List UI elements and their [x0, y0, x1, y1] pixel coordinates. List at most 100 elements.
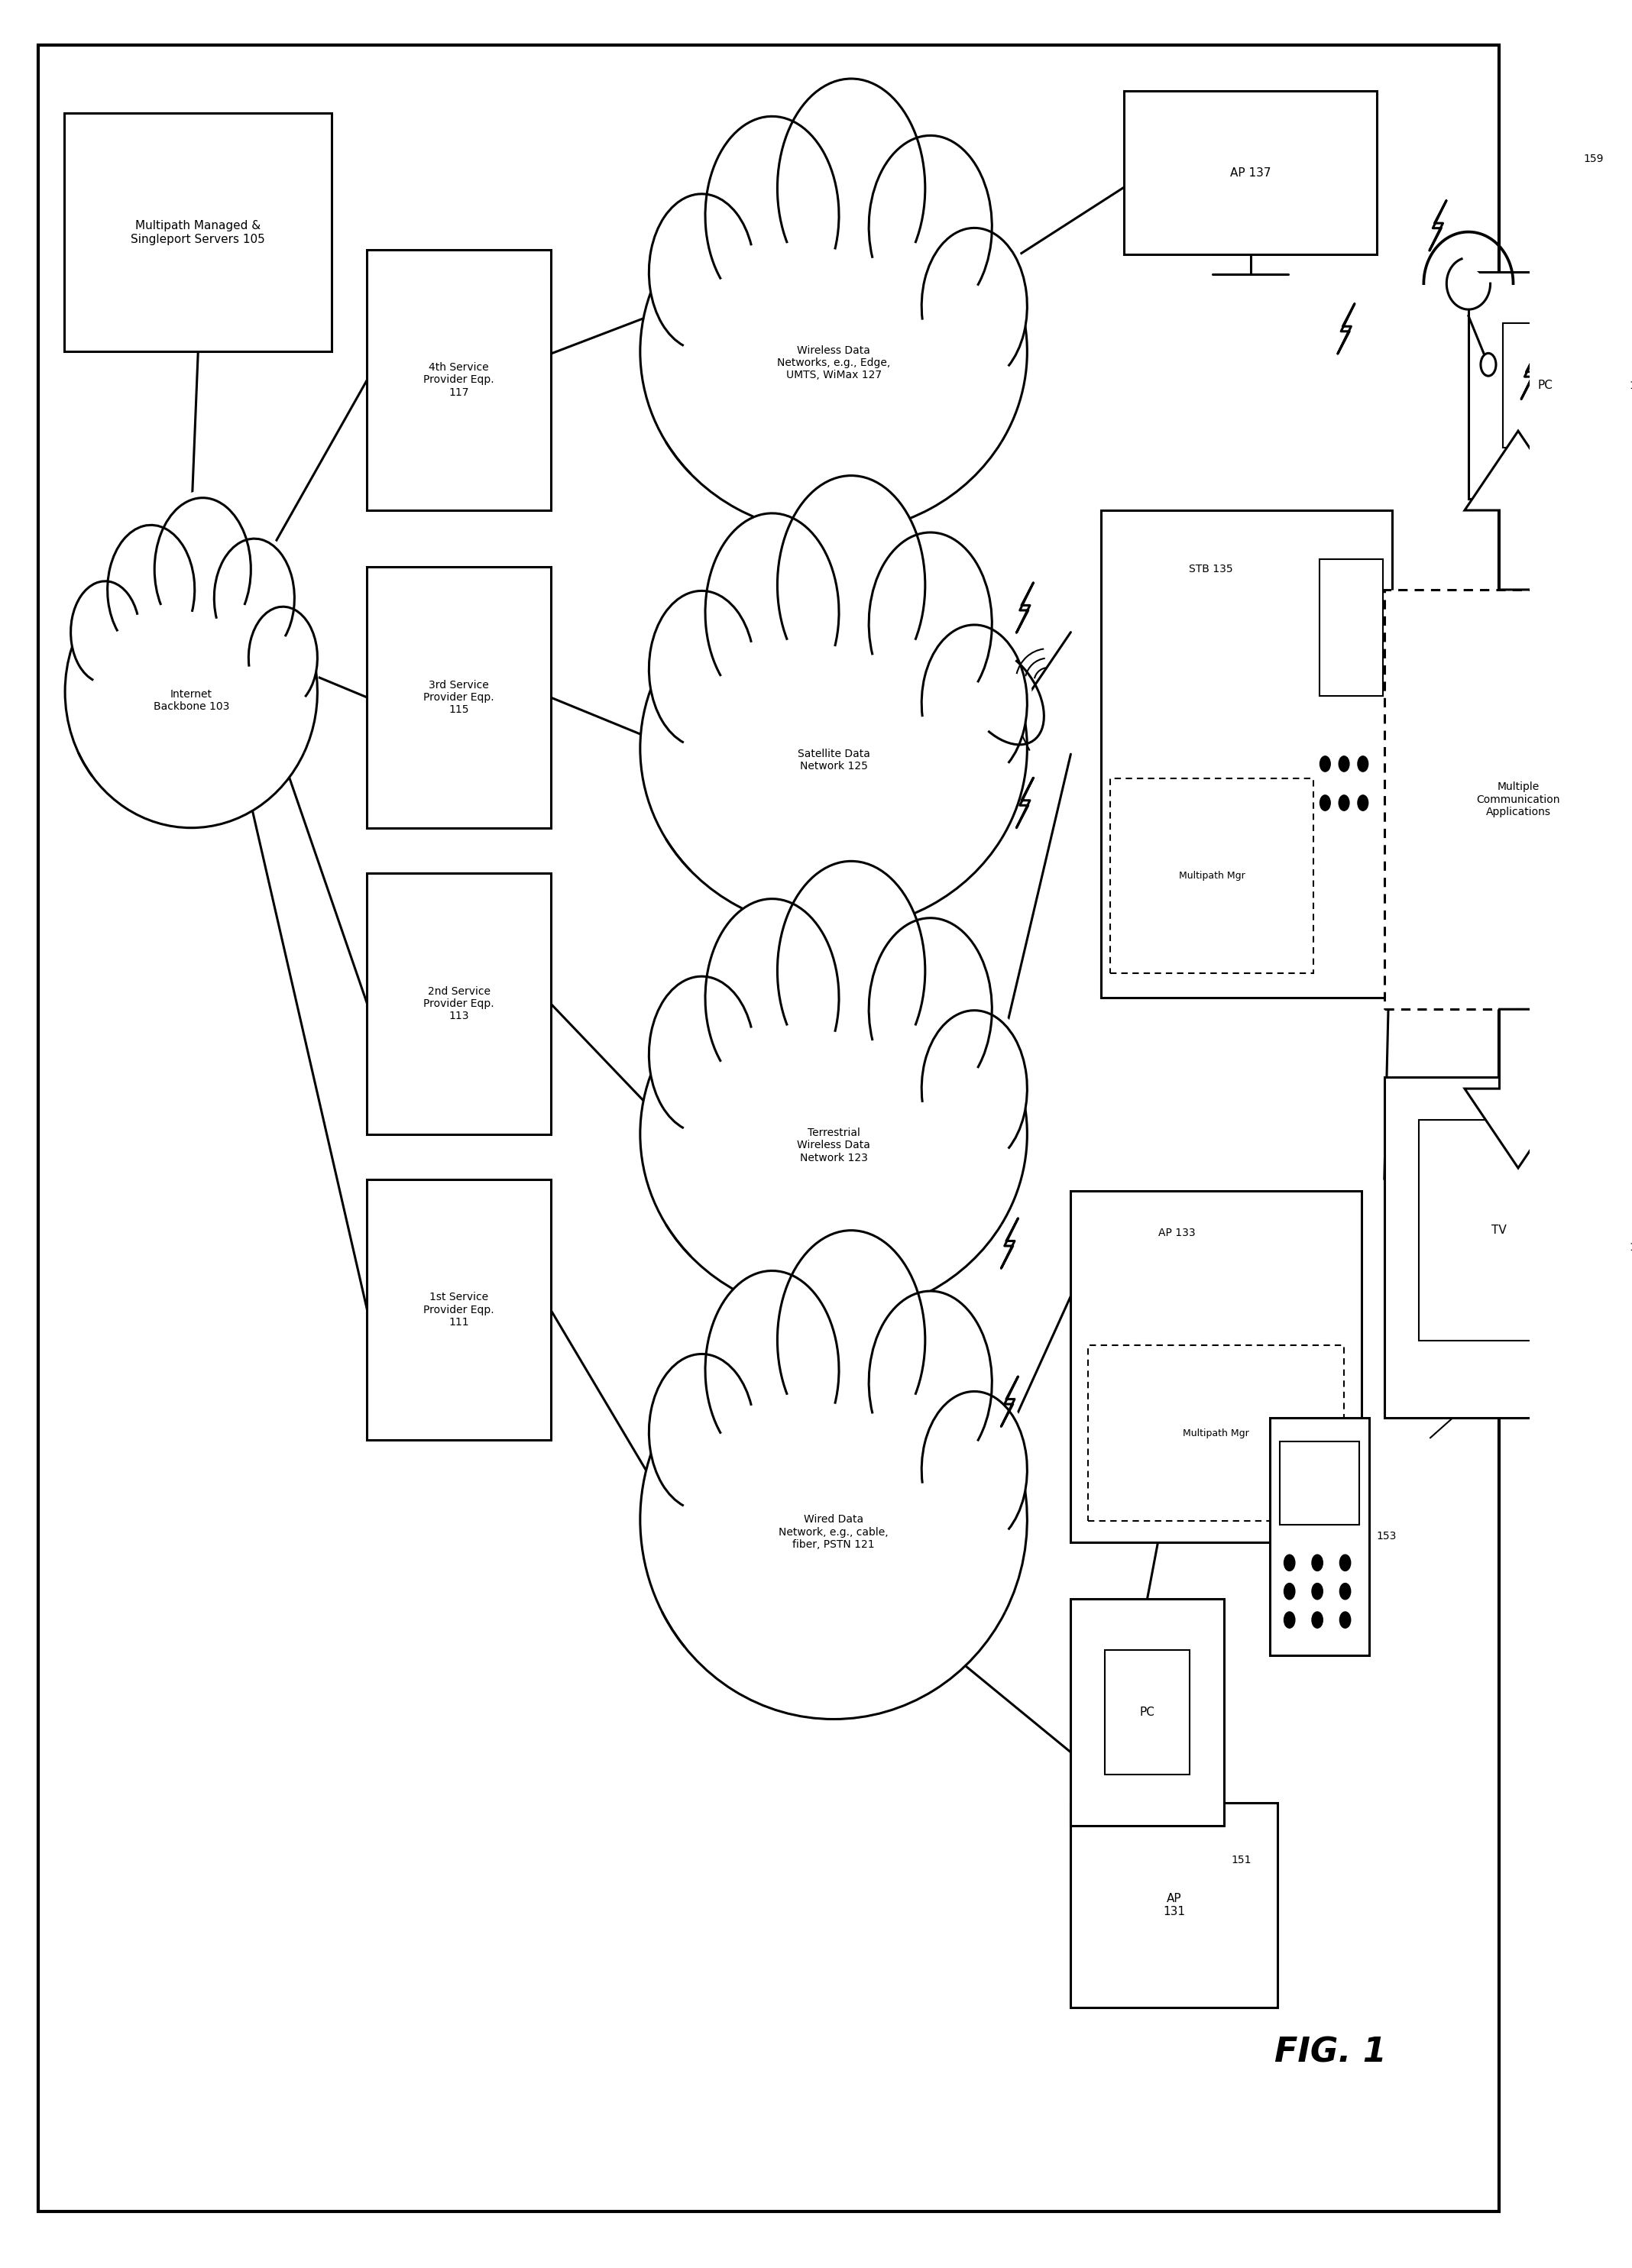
- Ellipse shape: [150, 490, 256, 649]
- Circle shape: [1320, 755, 1330, 771]
- Polygon shape: [1446, 259, 1490, 308]
- Ellipse shape: [922, 229, 1027, 383]
- Text: PC: PC: [1537, 379, 1552, 392]
- Circle shape: [1320, 796, 1330, 810]
- Text: Satellite Data
Network 125: Satellite Data Network 125: [798, 748, 870, 771]
- Text: Multipath Mgr: Multipath Mgr: [1178, 871, 1245, 880]
- Bar: [64, 113, 331, 352]
- Circle shape: [1340, 1554, 1351, 1572]
- Ellipse shape: [108, 526, 194, 655]
- Ellipse shape: [705, 116, 839, 315]
- Text: 2nd Service
Provider Eqp.
113: 2nd Service Provider Eqp. 113: [424, 987, 494, 1021]
- Ellipse shape: [770, 850, 932, 1091]
- Ellipse shape: [777, 79, 925, 297]
- Text: Multipath Managed &
Singleport Servers 105: Multipath Managed & Singleport Servers 1…: [131, 220, 266, 245]
- Text: STB 135: STB 135: [1188, 562, 1232, 574]
- Ellipse shape: [214, 538, 294, 658]
- Polygon shape: [1536, 259, 1580, 308]
- Ellipse shape: [863, 524, 999, 723]
- Ellipse shape: [698, 889, 845, 1107]
- Ellipse shape: [698, 1261, 845, 1479]
- Bar: [1105, 1651, 1190, 1774]
- Ellipse shape: [640, 170, 1027, 533]
- Ellipse shape: [916, 220, 1033, 392]
- Ellipse shape: [640, 567, 1027, 930]
- Ellipse shape: [211, 533, 299, 665]
- Text: Multipath Mgr: Multipath Mgr: [1183, 1429, 1248, 1438]
- Bar: [1384, 590, 1632, 1009]
- Ellipse shape: [640, 1320, 1027, 1719]
- Text: 159: 159: [1583, 154, 1603, 163]
- Text: TV: TV: [1492, 1225, 1506, 1236]
- Text: AP
131: AP 131: [1164, 1894, 1185, 1916]
- Bar: [1102, 510, 1392, 998]
- Text: 153: 153: [1377, 1531, 1397, 1542]
- Bar: [367, 873, 550, 1134]
- Bar: [1270, 1418, 1369, 1656]
- Text: Internet
Backbone 103: Internet Backbone 103: [153, 689, 228, 712]
- Circle shape: [1358, 796, 1368, 810]
- Circle shape: [1284, 1613, 1294, 1628]
- Text: AP 133: AP 133: [1159, 1227, 1195, 1238]
- Bar: [1071, 1803, 1278, 2007]
- Ellipse shape: [650, 590, 754, 746]
- Bar: [1124, 91, 1377, 254]
- Bar: [367, 567, 550, 828]
- Text: 155: 155: [1629, 1243, 1632, 1252]
- Circle shape: [1284, 1554, 1294, 1572]
- Ellipse shape: [650, 1354, 754, 1510]
- Text: Wireless Data
Networks, e.g., Edge,
UMTS, WiMax 127: Wireless Data Networks, e.g., Edge, UMTS…: [777, 345, 891, 381]
- Circle shape: [1358, 755, 1368, 771]
- Text: 3rd Service
Provider Eqp.
115: 3rd Service Provider Eqp. 115: [424, 680, 494, 714]
- Ellipse shape: [705, 1270, 839, 1470]
- Ellipse shape: [916, 1002, 1033, 1175]
- Ellipse shape: [777, 862, 925, 1080]
- Ellipse shape: [922, 624, 1027, 780]
- Ellipse shape: [643, 968, 761, 1141]
- Circle shape: [1284, 1583, 1294, 1599]
- Ellipse shape: [863, 1281, 999, 1483]
- Circle shape: [1340, 1583, 1351, 1599]
- Bar: [1319, 558, 1384, 696]
- Bar: [1503, 322, 1586, 449]
- Ellipse shape: [777, 476, 925, 694]
- Ellipse shape: [770, 68, 932, 308]
- Bar: [1071, 1191, 1361, 1542]
- Ellipse shape: [705, 513, 839, 712]
- Ellipse shape: [65, 556, 317, 828]
- Bar: [1384, 1077, 1614, 1418]
- Ellipse shape: [770, 1220, 932, 1461]
- Circle shape: [1312, 1613, 1324, 1628]
- Ellipse shape: [248, 608, 317, 710]
- Ellipse shape: [70, 581, 140, 683]
- Text: Wired Data
Network, e.g., cable,
fiber, PSTN 121: Wired Data Network, e.g., cable, fiber, …: [778, 1515, 888, 1549]
- Ellipse shape: [916, 617, 1033, 789]
- Bar: [367, 1179, 550, 1440]
- Ellipse shape: [650, 195, 754, 352]
- Text: Terrestrial
Wireless Data
Network 123: Terrestrial Wireless Data Network 123: [796, 1127, 870, 1163]
- Polygon shape: [1464, 431, 1572, 590]
- Ellipse shape: [103, 519, 199, 660]
- Ellipse shape: [67, 576, 144, 689]
- Ellipse shape: [868, 1290, 992, 1474]
- Text: 4th Service
Provider Eqp.
117: 4th Service Provider Eqp. 117: [424, 363, 494, 397]
- Ellipse shape: [245, 601, 322, 714]
- Ellipse shape: [868, 919, 992, 1100]
- Ellipse shape: [922, 1012, 1027, 1166]
- Ellipse shape: [643, 186, 761, 358]
- Ellipse shape: [863, 127, 999, 327]
- Circle shape: [1340, 1613, 1351, 1628]
- Text: 1st Service
Provider Eqp.
111: 1st Service Provider Eqp. 111: [424, 1293, 494, 1327]
- Bar: [1279, 1442, 1359, 1524]
- Bar: [1469, 272, 1622, 499]
- Ellipse shape: [155, 497, 251, 640]
- Ellipse shape: [916, 1383, 1033, 1556]
- Text: Multiple
Communication
Applications: Multiple Communication Applications: [1477, 782, 1560, 816]
- Ellipse shape: [698, 107, 845, 324]
- Polygon shape: [1464, 1009, 1572, 1168]
- Ellipse shape: [643, 1347, 761, 1517]
- Bar: [1089, 1345, 1343, 1522]
- Text: FIG. 1: FIG. 1: [1275, 2037, 1387, 2068]
- Circle shape: [1338, 796, 1350, 810]
- Ellipse shape: [922, 1390, 1027, 1547]
